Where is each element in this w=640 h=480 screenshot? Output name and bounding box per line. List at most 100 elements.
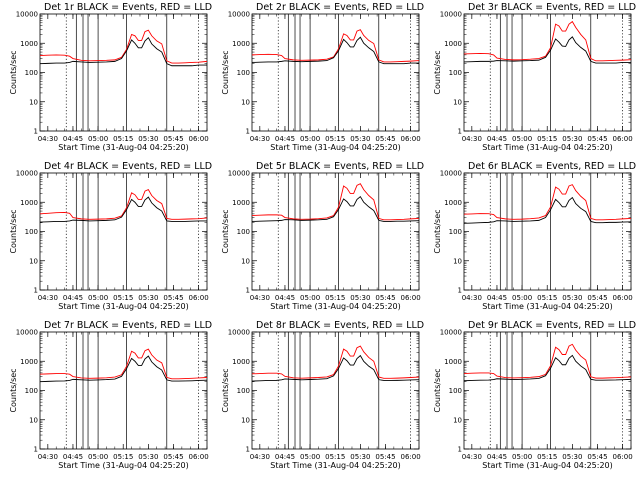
panel-title: Det 5r BLACK = Events, RED = LLD	[256, 161, 424, 172]
series-line-events	[464, 36, 631, 64]
y-tick-label: 100	[25, 387, 38, 395]
y-tick-label: 10000	[16, 170, 38, 178]
x-tick-label: 04:30	[38, 453, 58, 461]
series-line-lld	[252, 345, 419, 379]
x-tick-label: 06:00	[189, 453, 209, 461]
series-line-lld	[464, 20, 631, 62]
y-tick-label: 100	[25, 228, 38, 236]
y-tick-label: 10	[241, 416, 250, 424]
x-tick-label: 05:45	[163, 135, 183, 143]
x-tick-label: 04:45	[63, 453, 83, 461]
series-line-events	[40, 36, 207, 67]
series-line-lld	[40, 29, 207, 64]
y-tick-label: 10	[453, 98, 462, 106]
y-tick-label: 10	[29, 257, 38, 265]
y-tick-label: 1000	[444, 40, 462, 48]
x-tick-label: 04:45	[275, 135, 295, 143]
y-axis-label: Counts/sec	[433, 50, 442, 94]
series-line-events	[252, 36, 419, 65]
x-tick-label: 05:15	[325, 135, 345, 143]
x-tick-label: 06:00	[613, 294, 633, 302]
panel-4: 1 10 100 1000 10000 04:30 04:45 05:00 05:15 05:30…	[9, 161, 212, 311]
series-group	[40, 29, 207, 67]
x-tick-label: 04:45	[487, 453, 507, 461]
x-tick-label: 05:15	[113, 294, 133, 302]
panel-title: Det 3r BLACK = Events, RED = LLD	[468, 2, 636, 13]
x-tick-label: 04:45	[275, 294, 295, 302]
y-tick-label: 10	[241, 98, 250, 106]
y-axis-label: Counts/sec	[433, 368, 442, 412]
y-tick-label: 1	[458, 446, 462, 454]
plot-frame	[39, 331, 208, 450]
y-tick-label: 1	[458, 287, 462, 295]
x-tick-label: 05:00	[88, 453, 108, 461]
x-tick-label: 04:30	[462, 135, 482, 143]
panel-2: 1 10 100 1000 10000 04:30 04:45 05:00 05:15 05:30…	[221, 2, 424, 152]
y-tick-label: 1	[246, 128, 250, 136]
y-tick-label: 100	[237, 228, 250, 236]
x-tick-label: 05:00	[300, 294, 320, 302]
y-tick-label: 1000	[444, 199, 462, 207]
x-tick-label: 05:45	[587, 453, 607, 461]
x-tick-label: 05:30	[350, 294, 370, 302]
plot-frame	[251, 172, 420, 291]
y-axis-label: Counts/sec	[221, 209, 230, 253]
y-axis-label: Counts/sec	[433, 209, 442, 253]
x-tick-label: 05:45	[587, 135, 607, 143]
x-tick-label: 05:30	[562, 135, 582, 143]
x-tick-label: 05:00	[512, 294, 532, 302]
x-tick-label: 05:45	[163, 294, 183, 302]
series-line-events	[40, 355, 207, 383]
x-axis-label: Start Time (31-Aug-04 04:25:20)	[482, 302, 613, 311]
x-tick-label: 05:15	[537, 294, 557, 302]
panel-title: Det 2r BLACK = Events, RED = LLD	[256, 2, 424, 13]
x-tick-label: 06:00	[401, 135, 421, 143]
panel-6: 1 10 100 1000 10000 04:30 04:45 05:00 05:15 05:30…	[433, 161, 636, 311]
series-group	[252, 29, 419, 65]
x-tick-label: 05:15	[537, 453, 557, 461]
series-line-events	[252, 196, 419, 222]
x-tick-label: 04:45	[63, 294, 83, 302]
x-tick-label: 05:45	[375, 294, 395, 302]
series-group	[464, 20, 631, 64]
x-tick-label: 05:00	[512, 453, 532, 461]
x-tick-label: 04:45	[275, 453, 295, 461]
x-tick-label: 05:30	[350, 453, 370, 461]
panel-7: 1 10 100 1000 10000 04:30 04:45 05:00 05:15 05:30…	[9, 320, 212, 470]
plot-frame	[39, 13, 208, 132]
y-tick-label: 1000	[20, 199, 38, 207]
x-tick-label: 04:30	[462, 294, 482, 302]
plot-frame	[463, 13, 632, 132]
y-tick-label: 1	[34, 128, 38, 136]
series-group	[40, 189, 207, 223]
x-tick-label: 04:30	[38, 294, 58, 302]
x-axis-label: Start Time (31-Aug-04 04:25:20)	[482, 461, 613, 470]
x-axis-label: Start Time (31-Aug-04 04:25:20)	[58, 143, 189, 152]
x-tick-label: 06:00	[189, 294, 209, 302]
y-tick-label: 1	[34, 446, 38, 454]
y-tick-label: 100	[449, 387, 462, 395]
y-axis-label: Counts/sec	[9, 209, 18, 253]
series-group	[252, 183, 419, 222]
x-tick-label: 04:30	[250, 453, 270, 461]
panel-8: 1 10 100 1000 10000 04:30 04:45 05:00 05:15 05:30…	[221, 320, 424, 470]
x-tick-label: 04:45	[487, 294, 507, 302]
y-tick-label: 10000	[440, 11, 462, 19]
panel-1: 1 10 100 1000 10000 04:30 04:45 05:00 05:15 05:30…	[9, 2, 212, 152]
series-group	[464, 343, 631, 382]
panel-title: Det 1r BLACK = Events, RED = LLD	[44, 2, 212, 13]
x-tick-label: 06:00	[401, 453, 421, 461]
x-tick-label: 05:15	[537, 135, 557, 143]
x-tick-label: 04:30	[250, 294, 270, 302]
x-tick-label: 05:15	[325, 453, 345, 461]
x-tick-label: 05:45	[375, 135, 395, 143]
x-tick-label: 05:45	[587, 294, 607, 302]
y-tick-label: 10	[29, 98, 38, 106]
x-tick-label: 05:30	[562, 294, 582, 302]
plot-frame	[463, 172, 632, 291]
panel-title: Det 9r BLACK = Events, RED = LLD	[468, 320, 636, 331]
y-tick-label: 100	[25, 69, 38, 77]
x-axis-label: Start Time (31-Aug-04 04:25:20)	[270, 302, 401, 311]
y-tick-label: 10	[241, 257, 250, 265]
